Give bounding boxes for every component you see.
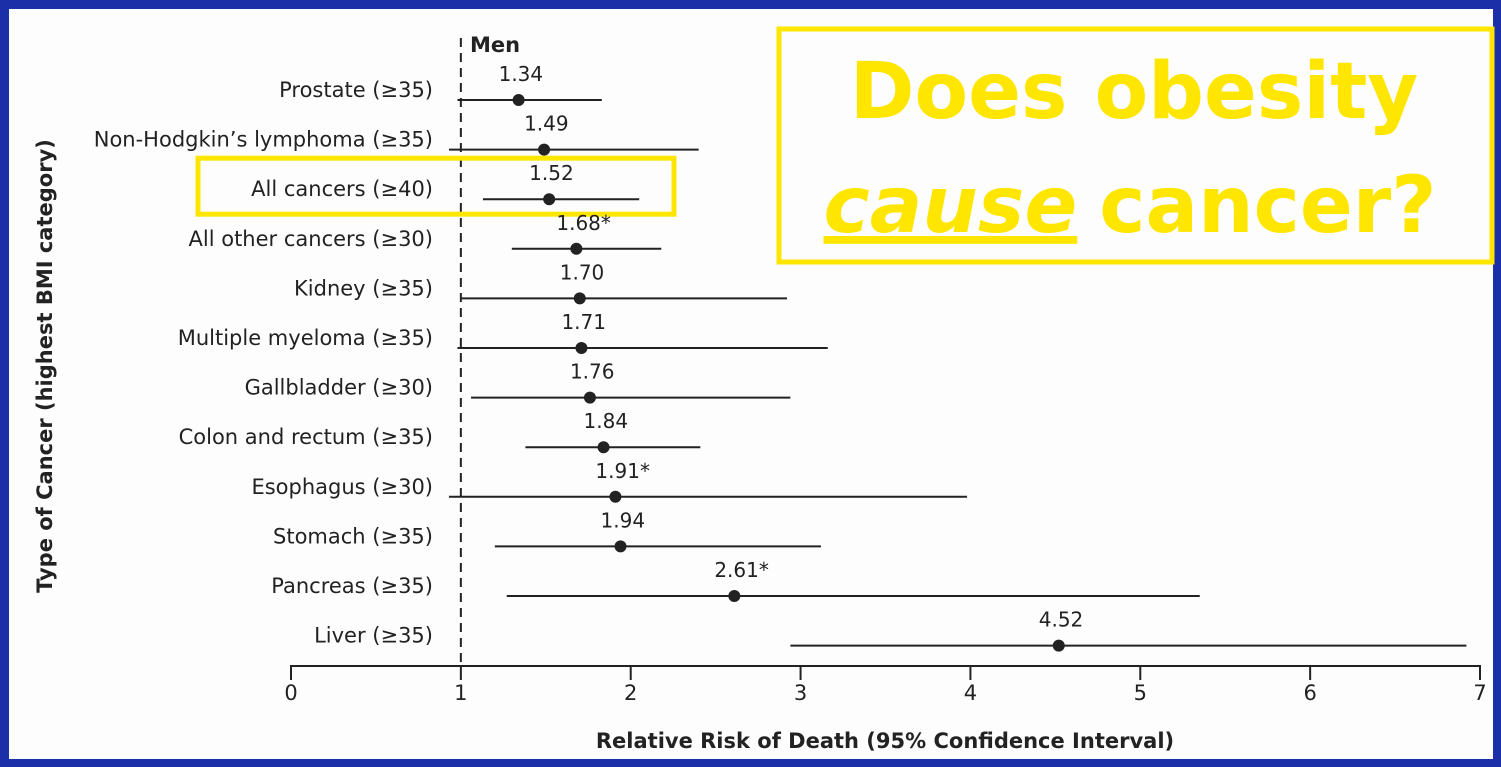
category-label: Colon and rectum (≥35) (179, 425, 433, 449)
category-label: Non-Hodgkin’s lymphoma (≥35) (94, 128, 433, 152)
y-axis-label: Type of Cancer (highest BMI category) (33, 139, 57, 593)
x-tick-label: 5 (1134, 681, 1147, 705)
value-label: 1.52 (529, 161, 574, 185)
point-estimate (543, 193, 556, 206)
annotation-box (776, 26, 1495, 265)
point-estimate (1052, 639, 1065, 652)
category-label: All cancers (≥40) (251, 177, 433, 201)
x-tick-label: 7 (1473, 681, 1486, 705)
point-estimate (728, 590, 741, 602)
highlight-box (195, 155, 677, 217)
value-label: 1.70 (560, 260, 605, 284)
value-label: 1.76 (570, 360, 615, 384)
value-label: 1.34 (499, 62, 544, 86)
x-tick-label: 6 (1303, 681, 1316, 705)
value-label: 1.49 (524, 112, 569, 136)
value-label: 1.94 (601, 508, 646, 532)
value-label: 1.84 (584, 409, 629, 433)
point-estimate (573, 292, 586, 305)
category-label: All other cancers (≥30) (189, 227, 433, 251)
point-estimate (614, 540, 627, 553)
annotation-line1: Does obesity (850, 47, 1418, 137)
value-label: 4.52 (1039, 608, 1084, 632)
x-axis-label: Relative Risk of Death (95% Confidence I… (596, 729, 1174, 753)
point-estimate (575, 342, 588, 354)
point-estimate (597, 441, 610, 454)
point-estimate (538, 143, 551, 156)
x-tick-label: 4 (964, 681, 977, 705)
point-estimate (512, 94, 525, 106)
value-label: 1.71 (561, 310, 606, 334)
category-label: Esophagus (≥30) (251, 475, 433, 499)
value-label: 2.61* (714, 558, 769, 582)
x-tick-label: 2 (624, 681, 637, 705)
slide-body (9, 9, 1493, 759)
point-estimate (609, 490, 622, 503)
value-label: 1.91* (595, 459, 650, 483)
x-tick-label: 3 (794, 681, 807, 705)
category-label: Kidney (≥35) (294, 276, 433, 300)
x-tick-label: 0 (284, 681, 297, 705)
category-label: Multiple myeloma (≥35) (178, 326, 433, 350)
category-label: Prostate (≥35) (279, 78, 433, 102)
category-label: Gallbladder (≥30) (245, 376, 433, 400)
chart-title: Men (470, 33, 520, 57)
point-estimate (570, 242, 583, 255)
point-estimate (583, 391, 596, 404)
category-label: Stomach (≥35) (273, 524, 433, 548)
annotation-emphasis: cause (824, 161, 1078, 251)
annotation-line2: cause cancer? (824, 161, 1437, 251)
annotation-rest: cancer? (1099, 161, 1436, 251)
value-label: 1.68* (556, 211, 611, 235)
category-label: Liver (≥35) (314, 624, 433, 648)
category-label: Pancreas (≥35) (271, 574, 433, 598)
x-tick-label: 1 (454, 681, 467, 705)
